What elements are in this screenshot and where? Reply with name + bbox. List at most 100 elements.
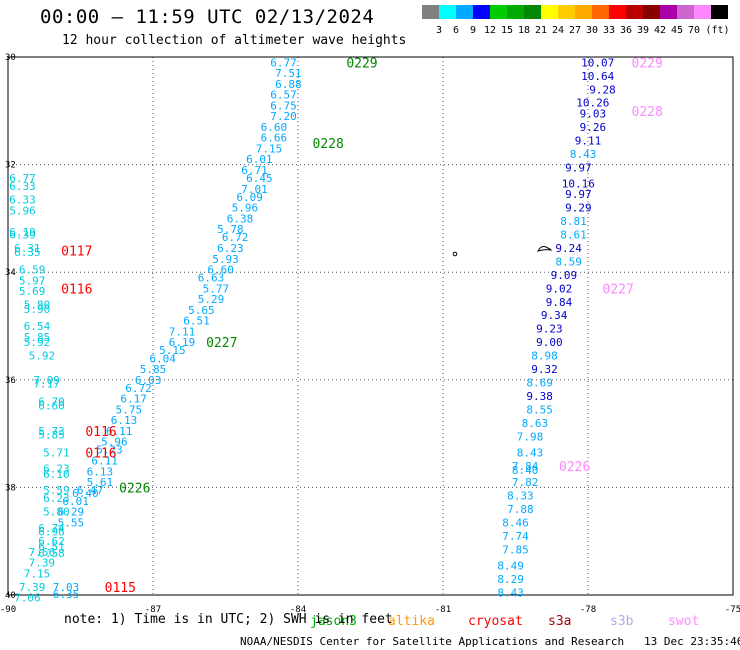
swh-value-label: 5.77 <box>203 282 230 295</box>
lon-tick-label: -87 <box>145 605 161 615</box>
swh-value-label: 7.39 <box>19 581 46 594</box>
footer: NOAA/NESDIS Center for Satellite Applica… <box>240 635 740 648</box>
swh-value-label: 5.80 <box>24 298 51 311</box>
swh-value-label: 6.38 <box>227 212 254 225</box>
swh-value-label: 10.07 <box>581 56 614 69</box>
legend-label: 6 <box>452 25 460 36</box>
track-time-label: 0229 <box>632 56 663 71</box>
swh-value-label: 5.97 <box>19 274 46 287</box>
swh-value-label: 7.17 <box>33 378 60 391</box>
legend-swatch <box>456 5 473 19</box>
swh-value-label: 9.32 <box>531 363 558 376</box>
swh-value-label: 5.96 <box>9 204 36 217</box>
map-grid <box>8 57 733 595</box>
map-border <box>7 56 734 596</box>
track-time-label: 0229 <box>346 56 377 71</box>
track-time-label: 0116 <box>61 282 92 297</box>
swh-value-label: 5.90 <box>24 303 51 316</box>
lon-tick-label: -84 <box>290 605 306 615</box>
legend-swatch <box>677 5 694 19</box>
swh-value-label: 8.40 <box>512 464 539 477</box>
swh-value-label: 9.23 <box>536 323 563 336</box>
satellite-name: jason3 <box>310 614 357 629</box>
swh-value-label: 5.73 <box>38 425 65 438</box>
swh-value-label: 5.65 <box>188 304 215 317</box>
legend-label: 33 <box>602 25 616 36</box>
swh-value-label: 7.88 <box>507 503 534 516</box>
swh-value-label: 5.23 <box>96 444 123 457</box>
swh-value-label: 9.02 <box>546 282 573 295</box>
legend-label: (ft) <box>705 25 730 36</box>
swh-value-label: 6.59 <box>19 264 46 277</box>
coast-features <box>452 246 553 257</box>
swh-value-label: 6.51 <box>183 315 210 328</box>
swh-value-label: 7.15 <box>256 142 283 155</box>
swh-value-label: 5.78 <box>217 223 244 236</box>
swh-value-label: 7.06 <box>14 592 41 605</box>
legend-label: 36 <box>619 25 633 36</box>
swh-value-label: 6.29 <box>58 506 85 519</box>
swh-value-label: 5.80 <box>43 506 70 519</box>
swh-value-label: 8.55 <box>526 403 553 416</box>
legend-swatch <box>575 5 592 19</box>
legend-label: 9 <box>469 25 477 36</box>
swh-value-label: 6.33 <box>9 194 36 207</box>
swh-value-label: 9.00 <box>536 336 563 349</box>
swh-value-label: 6.19 <box>169 336 196 349</box>
swh-value-label: 5.29 <box>198 293 225 306</box>
swh-value-label: 6.60 <box>207 264 234 277</box>
track-time-label: 0227 <box>603 282 634 297</box>
swh-value-label: 6.72 <box>222 231 249 244</box>
satellite-name: altika <box>388 614 435 629</box>
swh-value-label: 8.98 <box>531 350 558 363</box>
satellite-name: s3b <box>610 614 634 629</box>
swh-value-label: 6.47 <box>77 484 104 497</box>
swh-value-label: 6.19 <box>9 226 36 239</box>
legend-label: 45 <box>670 25 684 36</box>
footer-credit: NOAA/NESDIS Center for Satellite Applica… <box>240 635 625 648</box>
swh-value-label: 6.60 <box>38 400 65 413</box>
swh-value-label: 6.75 <box>270 99 297 112</box>
swh-value-label: 5.92 <box>29 350 56 363</box>
legend-label: 21 <box>534 25 548 36</box>
track-time-label: 0116 <box>85 446 116 461</box>
swh-value-label: 6.70 <box>38 395 65 408</box>
swh-value-label: 6.13 <box>111 414 138 427</box>
legend-swatch <box>490 5 507 19</box>
island-marker <box>452 251 458 257</box>
track-time-label: 0115 <box>105 581 136 596</box>
track-time-label: 0228 <box>632 105 663 120</box>
swh-value-label: 9.97 <box>565 161 592 174</box>
track-time-label: 0226 <box>119 481 150 496</box>
legend-swatch <box>473 5 490 19</box>
swh-value-label: 5.69 <box>19 285 46 298</box>
swh-value-label: 6.11 <box>106 425 133 438</box>
swh-value-label: 7.84 <box>512 460 539 473</box>
swh-value-label: 6.40 <box>72 487 99 500</box>
lon-tick-label: -78 <box>580 605 596 615</box>
swh-value-label: 8.43 <box>517 446 544 459</box>
legend-swatch <box>524 5 541 19</box>
swh-value-label: 8.63 <box>522 417 549 430</box>
track-time-label: 0116 <box>85 425 116 440</box>
swh-value-label: 9.24 <box>555 242 582 255</box>
lat-tick-label: 30 <box>5 53 16 63</box>
swh-value-label: 7.15 <box>24 567 51 580</box>
legend-label: 42 <box>653 25 667 36</box>
lon-tick-label: -75 <box>725 605 740 615</box>
swh-value-label: 6.63 <box>198 272 225 285</box>
swh-value-label: 6.62 <box>38 535 65 548</box>
swh-value-label: 10.26 <box>576 97 609 110</box>
swh-value-label: 5.55 <box>58 516 85 529</box>
swh-value-label: 6.09 <box>236 191 263 204</box>
swh-value-label: 7.11 <box>169 325 196 338</box>
legend-swatch <box>422 5 439 19</box>
swh-value-label: 6.66 <box>261 132 288 145</box>
swh-value-label: 6.23 <box>43 463 70 476</box>
swh-value-label: 7.39 <box>29 557 56 570</box>
swh-value-label: 8.61 <box>560 229 587 242</box>
swh-value-label: 9.28 <box>589 83 616 96</box>
swh-value-label: 7.20 <box>270 110 297 123</box>
island-marker <box>537 246 553 252</box>
